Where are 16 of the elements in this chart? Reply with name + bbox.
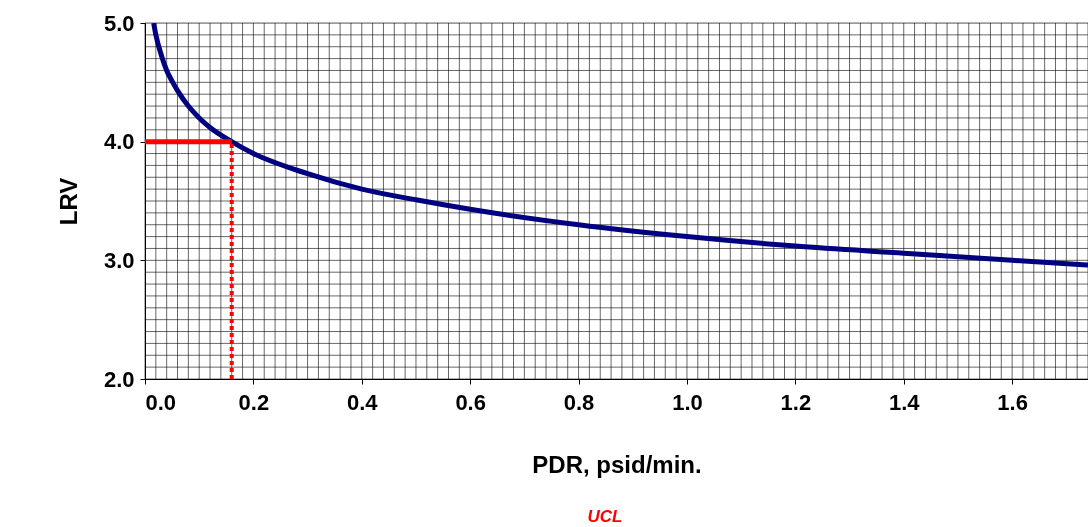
x-tick-label: 1.4 [888, 389, 921, 415]
y-tick-label: 2.0 [103, 366, 135, 392]
x-tick-label: 1.2 [780, 389, 812, 415]
x-tick-label: 1.6 [997, 389, 1028, 415]
text: UCL [587, 507, 623, 526]
x-tick-label: 0.6 [455, 389, 486, 415]
y-axis-title: LRV [54, 177, 82, 226]
x-tick-label: 1.0 [672, 389, 703, 415]
x-tick-label: 0.8 [563, 389, 595, 415]
x-tick-label: 0.0 [145, 389, 177, 415]
y-tick-label: 3.0 [103, 247, 135, 273]
x-axis-title: PDR, psid/min. [532, 450, 702, 478]
y-tick-label: 5.0 [103, 10, 135, 36]
x-tick-label: 0.2 [238, 389, 270, 415]
y-tick-label: 4.0 [103, 129, 135, 155]
x-tick-label: 0.4 [346, 389, 379, 415]
